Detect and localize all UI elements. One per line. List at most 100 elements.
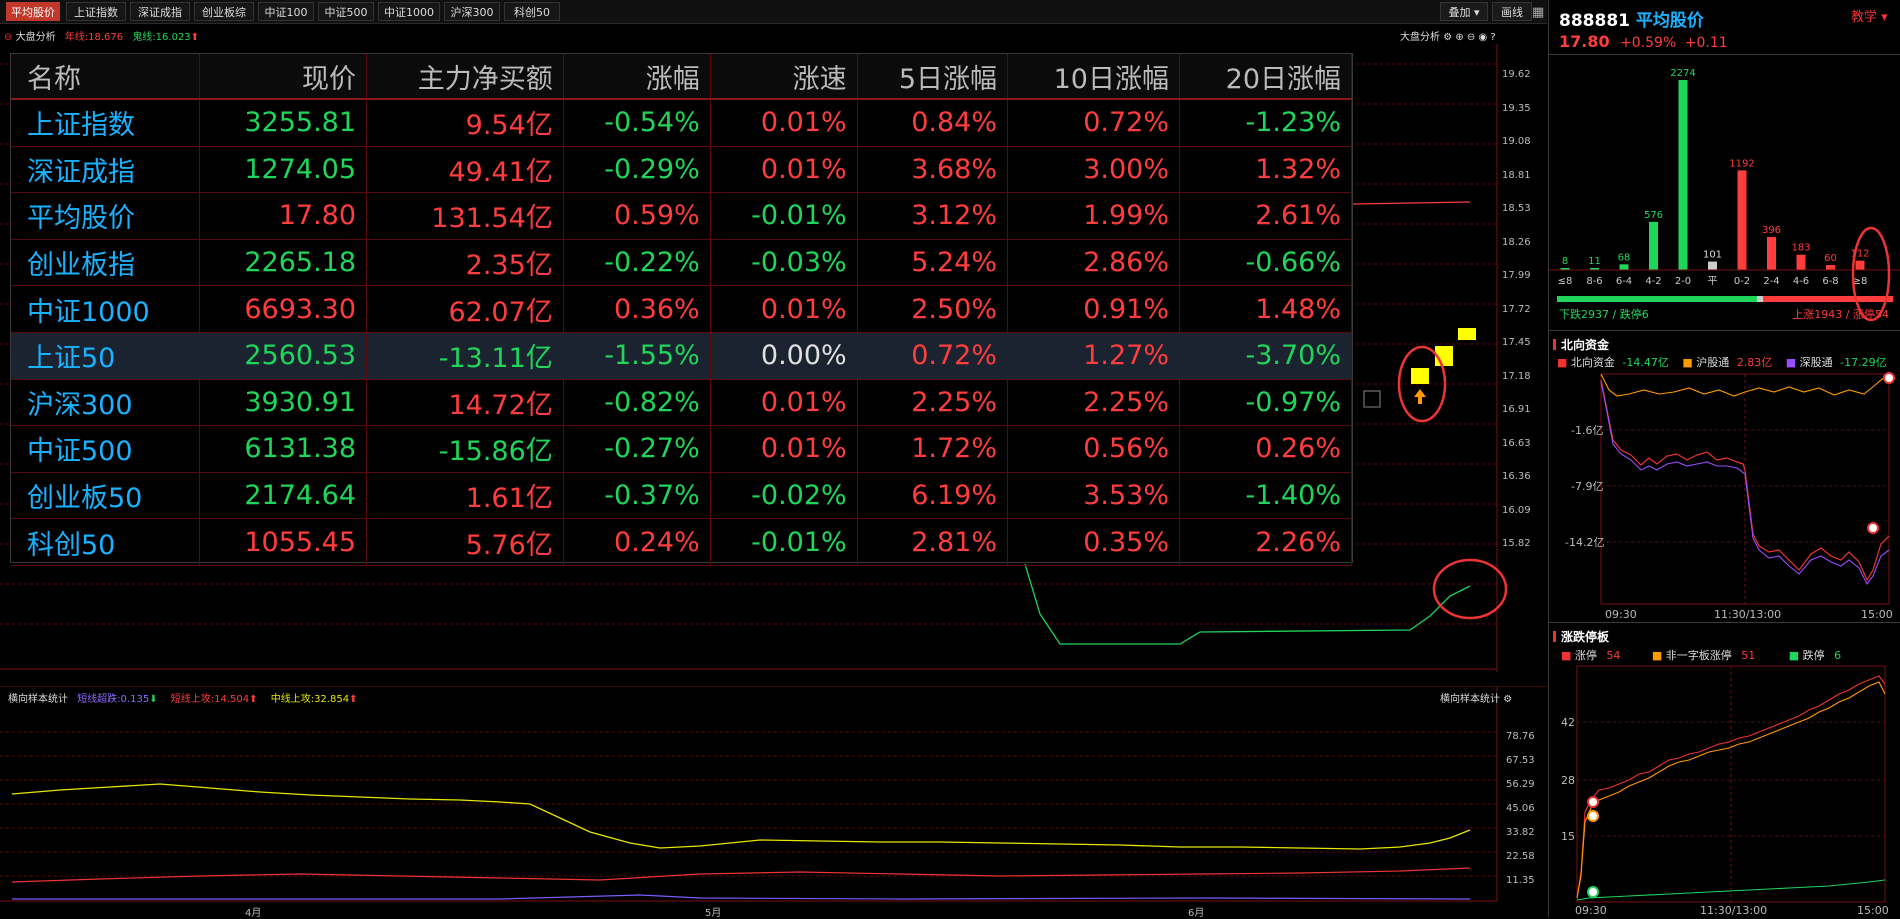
- cell-flow: -13.11亿: [366, 332, 564, 380]
- index-table: 名称 现价 主力净买额 涨幅 涨速 5日涨幅 10日涨幅 20日涨幅 上证指数 …: [10, 53, 1353, 566]
- cell-speed: -0.01%: [710, 518, 858, 566]
- table-row[interactable]: 中证1000 6693.30 62.07亿 0.36% 0.01% 2.50% …: [11, 285, 1353, 333]
- cell-20d: -1.40%: [1179, 472, 1353, 520]
- cell-5d: 2.81%: [857, 518, 1009, 566]
- dist-category-label: 0-2: [1734, 276, 1750, 287]
- table-row[interactable]: 创业板指 2265.18 2.35亿 -0.22% -0.03% 5.24% 2…: [11, 239, 1353, 287]
- tab-shenzhen-index[interactable]: 深证成指: [130, 2, 190, 21]
- down-count-label: 下跌2937 / 跌停6: [1559, 307, 1649, 321]
- table-header-row: 名称 现价 主力净买额 涨幅 涨速 5日涨幅 10日涨幅 20日涨幅: [11, 54, 1353, 100]
- help-icon[interactable]: ?: [1490, 32, 1496, 43]
- tab-hs300[interactable]: 沪深300: [444, 2, 500, 21]
- cell-name: 上证50: [11, 332, 200, 380]
- cell-flow: 49.41亿: [366, 146, 564, 194]
- dist-bar: [1737, 170, 1747, 270]
- table-row[interactable]: 上证指数 3255.81 9.54亿 -0.54% 0.01% 0.84% 0.…: [11, 99, 1353, 147]
- layout-icon[interactable]: ▦: [1532, 5, 1545, 20]
- cell-price: 2265.18: [199, 239, 368, 287]
- settings-icon[interactable]: ⚙: [1503, 694, 1513, 705]
- cell-name: 平均股价: [11, 192, 200, 240]
- expand-icon[interactable]: ◉: [1478, 32, 1488, 43]
- limit-board-chart: 42 28 15 09:30 11:30/13:00 15:00: [1561, 665, 1889, 917]
- draw-line-button[interactable]: 画线: [1492, 2, 1532, 21]
- cell-price: 1055.45: [199, 518, 368, 566]
- table-row[interactable]: 中证500 6131.38 -15.86亿 -0.27% 0.01% 1.72%…: [11, 425, 1353, 473]
- settings-icon[interactable]: ⚙: [1443, 32, 1453, 43]
- index-tab-bar: 平均股价 上证指数 深证成指 创业板综 中证100 中证500 中证1000 沪…: [0, 0, 1547, 24]
- tab-chinext-composite[interactable]: 创业板综: [194, 2, 254, 21]
- tab-shanghai-index[interactable]: 上证指数: [66, 2, 126, 21]
- table-row[interactable]: 科创50 1055.45 5.76亿 0.24% -0.01% 2.81% 0.…: [11, 518, 1353, 566]
- col-net-flow[interactable]: 主力净买额: [366, 54, 564, 100]
- main-chart-title: ⊖ 大盘分析 年线:18.676 鬼线:16.023⬆: [4, 32, 200, 43]
- teach-link[interactable]: 教学 ▾: [1851, 10, 1888, 25]
- dist-bar: [1619, 264, 1629, 270]
- limit-down-line: [1576, 879, 1886, 901]
- change-distribution-chart: 8 ≤8 11 8-6 68 6-4 576 4-2 2274 2-0 101 平 1192 0-2 396…: [1549, 68, 1900, 322]
- highlight-circle: [1851, 226, 1891, 322]
- short-down-line: [12, 894, 1471, 900]
- cell-flow: 5.76亿: [366, 518, 564, 566]
- table-row-selected[interactable]: 上证50 2560.53 -13.11亿 -1.55% 0.00% 0.72% …: [11, 332, 1353, 380]
- cell-flow: 1.61亿: [366, 472, 564, 520]
- cell-10d: 2.86%: [1007, 239, 1180, 287]
- cell-change: -0.82%: [563, 379, 711, 427]
- sample-stat-legend: 横向样本统计 短线超跌:0.135⬇ 短线上攻:14.504⬆ 中线上攻:32.…: [8, 694, 358, 705]
- cell-change: -0.22%: [563, 239, 711, 287]
- svg-text:42: 42: [1561, 716, 1575, 729]
- dist-value-label: 60: [1824, 253, 1837, 264]
- col-speed[interactable]: 涨速: [710, 54, 858, 100]
- cell-10d: 1.99%: [1007, 192, 1180, 240]
- col-change[interactable]: 涨幅: [563, 54, 711, 100]
- col-price[interactable]: 现价: [199, 54, 368, 100]
- zoom-in-icon[interactable]: ⊕: [1455, 32, 1464, 43]
- ma-year-line: [1352, 201, 1471, 205]
- candle: [1411, 368, 1429, 384]
- cell-10d: 3.00%: [1007, 146, 1180, 194]
- dist-value-label: 2274: [1670, 68, 1695, 79]
- overlay-button[interactable]: 叠加 ▾: [1440, 2, 1488, 21]
- dist-bar: [1826, 264, 1835, 270]
- tab-average-price[interactable]: 平均股价: [6, 2, 60, 21]
- table-row[interactable]: 沪深300 3930.91 14.72亿 -0.82% 0.01% 2.25% …: [11, 379, 1353, 427]
- zoom-out-icon[interactable]: ⊖: [1466, 32, 1476, 43]
- cell-speed: -0.01%: [710, 192, 858, 240]
- dist-bar: [1796, 254, 1806, 270]
- col-20d[interactable]: 20日涨幅: [1179, 54, 1353, 100]
- col-name[interactable]: 名称: [11, 54, 200, 100]
- cell-name: 中证1000: [11, 285, 200, 333]
- cell-speed: 0.01%: [710, 285, 858, 333]
- tab-csi1000[interactable]: 中证1000: [378, 2, 440, 21]
- cell-5d: 2.50%: [857, 285, 1009, 333]
- table-row[interactable]: 深证成指 1274.05 49.41亿 -0.29% 0.01% 3.68% 3…: [11, 146, 1353, 194]
- x-tick-june: 6月: [1188, 908, 1205, 919]
- tab-star50[interactable]: 科创50: [504, 2, 560, 21]
- table-row[interactable]: 创业板50 2174.64 1.61亿 -0.37% -0.02% 6.19% …: [11, 472, 1353, 520]
- dist-bar: [1708, 261, 1717, 270]
- cell-change: -0.27%: [563, 425, 711, 473]
- cell-flow: -15.86亿: [366, 425, 564, 473]
- col-5d[interactable]: 5日涨幅: [857, 54, 1009, 100]
- short-up-line: [11, 867, 1471, 883]
- table-row[interactable]: 平均股价 17.80 131.54亿 0.59% -0.01% 3.12% 1.…: [11, 192, 1353, 240]
- dist-bar: [1855, 260, 1865, 270]
- sample-stat-chart: 横向样本统计 短线超跌:0.135⬇ 短线上攻:14.504⬆ 中线上攻:32.…: [0, 686, 1547, 919]
- cell-change: 0.59%: [563, 192, 711, 240]
- dist-category-label: 6-8: [1822, 276, 1838, 287]
- candle: [1458, 328, 1476, 340]
- svg-text:-14.2亿: -14.2亿: [1565, 536, 1604, 549]
- north-funds-title: 北向资金: [1553, 336, 1609, 353]
- cell-name: 创业板指: [11, 239, 200, 287]
- col-10d[interactable]: 10日涨幅: [1007, 54, 1180, 100]
- tab-csi100[interactable]: 中证100: [258, 2, 314, 21]
- highlight-circle: [1432, 558, 1508, 620]
- flat-ratio-bar: [1757, 296, 1763, 302]
- tab-csi500[interactable]: 中证500: [318, 2, 374, 21]
- cell-20d: 1.48%: [1179, 285, 1353, 333]
- x-tick-may: 5月: [705, 908, 722, 919]
- collapse-icon[interactable]: ⊖: [4, 32, 13, 43]
- dist-bar: [1590, 268, 1599, 270]
- limit-legend: ■ 涨停 54 ■ 非一字板涨停 51 ■ 跌停 6: [1561, 649, 1842, 662]
- cell-10d: 3.53%: [1007, 472, 1180, 520]
- cell-name: 上证指数: [11, 99, 200, 147]
